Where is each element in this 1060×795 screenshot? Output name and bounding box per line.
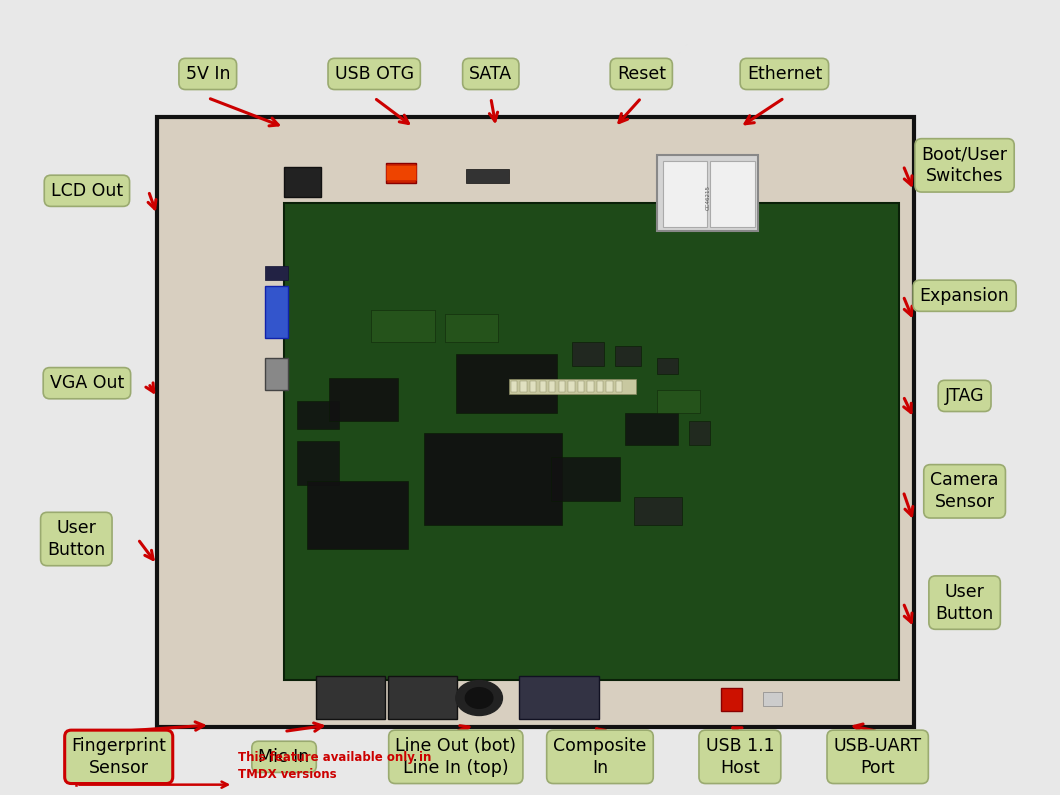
FancyBboxPatch shape <box>386 165 416 180</box>
FancyBboxPatch shape <box>597 381 603 392</box>
FancyBboxPatch shape <box>371 310 435 342</box>
FancyBboxPatch shape <box>634 497 682 525</box>
Text: Ethernet: Ethernet <box>747 65 822 83</box>
FancyBboxPatch shape <box>329 378 398 421</box>
FancyBboxPatch shape <box>710 161 755 227</box>
FancyBboxPatch shape <box>511 381 517 392</box>
FancyBboxPatch shape <box>424 433 562 525</box>
FancyBboxPatch shape <box>578 381 584 392</box>
FancyBboxPatch shape <box>549 381 555 392</box>
Text: User
Button: User Button <box>936 583 993 622</box>
Text: USB-UART
Port: USB-UART Port <box>833 737 922 777</box>
FancyBboxPatch shape <box>456 354 556 413</box>
Text: VGA Out: VGA Out <box>50 374 124 392</box>
FancyBboxPatch shape <box>616 381 622 392</box>
FancyBboxPatch shape <box>657 358 678 374</box>
Text: Reset: Reset <box>617 65 666 83</box>
Text: This feature available only in
TMDX versions: This feature available only in TMDX vers… <box>238 751 431 781</box>
FancyBboxPatch shape <box>689 421 710 445</box>
FancyBboxPatch shape <box>509 379 636 394</box>
FancyBboxPatch shape <box>297 441 339 485</box>
Text: USB 1.1
Host: USB 1.1 Host <box>706 737 774 777</box>
FancyBboxPatch shape <box>520 381 527 392</box>
FancyBboxPatch shape <box>559 381 565 392</box>
FancyBboxPatch shape <box>386 163 416 183</box>
Text: Composite
In: Composite In <box>553 737 647 777</box>
Text: 5V In: 5V In <box>186 65 230 83</box>
FancyBboxPatch shape <box>316 676 385 719</box>
FancyBboxPatch shape <box>606 381 613 392</box>
Text: CC46215: CC46215 <box>706 184 710 210</box>
Text: Line Out (bot)
Line In (top): Line Out (bot) Line In (top) <box>395 737 516 777</box>
FancyBboxPatch shape <box>265 266 288 280</box>
Text: SATA: SATA <box>470 65 512 83</box>
Text: Expansion: Expansion <box>920 287 1009 304</box>
FancyBboxPatch shape <box>265 358 288 390</box>
Circle shape <box>456 681 502 716</box>
Text: Camera
Sensor: Camera Sensor <box>931 471 999 511</box>
Text: Boot/User
Switches: Boot/User Switches <box>921 145 1008 185</box>
FancyBboxPatch shape <box>157 117 914 727</box>
Text: User
Button: User Button <box>48 519 105 559</box>
FancyBboxPatch shape <box>388 676 457 719</box>
FancyBboxPatch shape <box>530 381 536 392</box>
FancyBboxPatch shape <box>307 481 408 549</box>
Text: Fingerprint
Sensor: Fingerprint Sensor <box>71 737 166 777</box>
FancyBboxPatch shape <box>572 342 604 366</box>
FancyBboxPatch shape <box>284 167 321 197</box>
Text: JTAG: JTAG <box>944 387 985 405</box>
FancyBboxPatch shape <box>721 688 742 711</box>
FancyBboxPatch shape <box>625 413 678 445</box>
FancyBboxPatch shape <box>284 203 899 680</box>
Text: LCD Out: LCD Out <box>51 182 123 200</box>
FancyBboxPatch shape <box>466 169 509 183</box>
FancyBboxPatch shape <box>297 401 339 429</box>
FancyBboxPatch shape <box>657 155 758 231</box>
Text: USB OTG: USB OTG <box>335 65 413 83</box>
FancyBboxPatch shape <box>551 457 620 501</box>
Circle shape <box>465 688 493 708</box>
FancyBboxPatch shape <box>587 381 594 392</box>
FancyBboxPatch shape <box>519 676 599 719</box>
Text: Mic In: Mic In <box>259 748 310 766</box>
FancyBboxPatch shape <box>662 161 707 227</box>
FancyBboxPatch shape <box>540 381 546 392</box>
FancyBboxPatch shape <box>445 314 498 342</box>
FancyBboxPatch shape <box>615 346 641 366</box>
FancyBboxPatch shape <box>657 390 700 413</box>
FancyBboxPatch shape <box>568 381 575 392</box>
FancyBboxPatch shape <box>763 692 782 706</box>
FancyBboxPatch shape <box>265 286 288 338</box>
